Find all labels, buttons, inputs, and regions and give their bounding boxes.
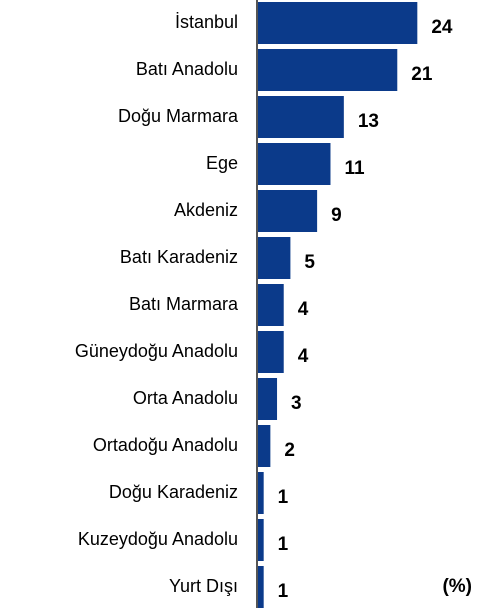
value-label: 1	[278, 581, 289, 602]
category-label: Orta Anadolu	[133, 388, 238, 408]
bar	[257, 425, 271, 467]
category-label: Akdeniz	[174, 200, 238, 220]
category-label: Ortadoğu Anadolu	[93, 435, 238, 455]
bar	[257, 190, 318, 232]
value-label: 24	[431, 17, 453, 38]
bar	[257, 519, 264, 561]
value-label: 4	[298, 299, 309, 320]
category-label: Batı Anadolu	[136, 59, 238, 79]
value-label: 11	[344, 158, 365, 179]
category-label: Ege	[206, 153, 238, 173]
bar	[257, 472, 264, 514]
value-label: 13	[358, 111, 379, 132]
category-label: Doğu Marmara	[118, 106, 239, 126]
value-label: 2	[284, 440, 295, 461]
value-label: 9	[331, 205, 342, 226]
value-label: 3	[291, 393, 302, 414]
category-label: Kuzeydoğu Anadolu	[78, 529, 238, 549]
bar	[257, 284, 284, 326]
bar	[257, 96, 344, 138]
category-label: Doğu Karadeniz	[109, 482, 238, 502]
category-label: İstanbul	[175, 12, 238, 32]
bar	[257, 49, 398, 91]
category-label: Batı Karadeniz	[120, 247, 238, 267]
bar	[257, 2, 418, 44]
value-label: 1	[278, 487, 289, 508]
category-label: Batı Marmara	[129, 294, 239, 314]
bar	[257, 566, 264, 608]
category-label: Güneydoğu Anadolu	[75, 341, 238, 361]
value-label: 5	[304, 252, 315, 273]
category-label: Yurt Dışı	[169, 576, 238, 596]
value-label: 21	[411, 64, 433, 85]
value-label: 1	[278, 534, 289, 555]
value-label: 4	[298, 346, 309, 367]
bar	[257, 143, 331, 185]
unit-annotation: (%)	[442, 576, 472, 597]
bar	[257, 378, 278, 420]
bar	[257, 237, 291, 279]
bar	[257, 331, 284, 373]
